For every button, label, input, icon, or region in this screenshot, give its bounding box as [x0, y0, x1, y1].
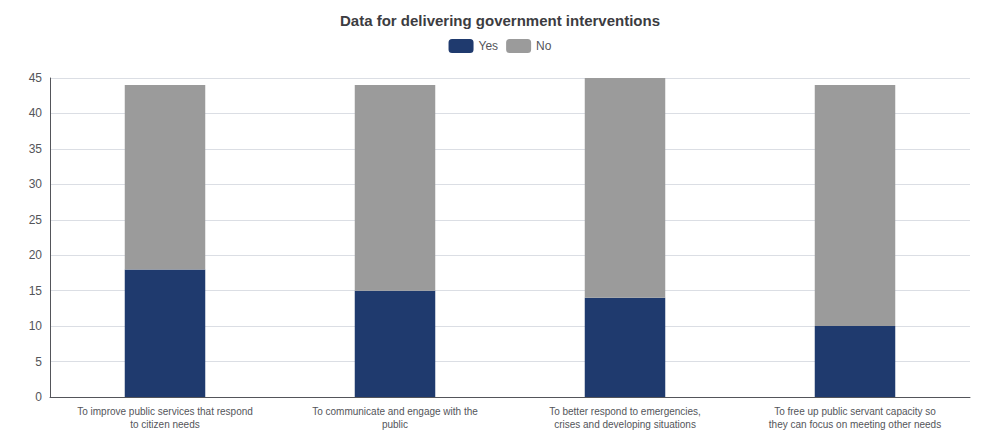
- svg-text:45: 45: [29, 71, 43, 85]
- svg-text:Data for delivering government: Data for delivering government intervent…: [340, 12, 660, 29]
- svg-text:To improve public services tha: To improve public services that respond: [77, 406, 253, 417]
- svg-text:Yes: Yes: [479, 39, 499, 53]
- svg-text:crises and developing situatio: crises and developing situations: [554, 419, 696, 430]
- svg-text:20: 20: [29, 248, 43, 262]
- svg-text:public: public: [382, 419, 408, 430]
- svg-text:to citizen needs: to citizen needs: [130, 419, 200, 430]
- svg-text:they can focus on meeting othe: they can focus on meeting other needs: [769, 419, 941, 430]
- svg-text:0: 0: [35, 390, 42, 404]
- svg-text:To free up public servant capa: To free up public servant capacity so: [774, 406, 936, 417]
- svg-text:30: 30: [29, 177, 43, 191]
- svg-text:5: 5: [35, 355, 42, 369]
- svg-text:15: 15: [29, 284, 43, 298]
- svg-text:To communicate and engage with: To communicate and engage with the: [312, 406, 478, 417]
- svg-text:40: 40: [29, 106, 43, 120]
- svg-text:No: No: [536, 39, 552, 53]
- svg-text:To better respond to emergenci: To better respond to emergencies,: [549, 406, 701, 417]
- svg-text:25: 25: [29, 213, 43, 227]
- svg-text:35: 35: [29, 142, 43, 156]
- svg-text:10: 10: [29, 319, 43, 333]
